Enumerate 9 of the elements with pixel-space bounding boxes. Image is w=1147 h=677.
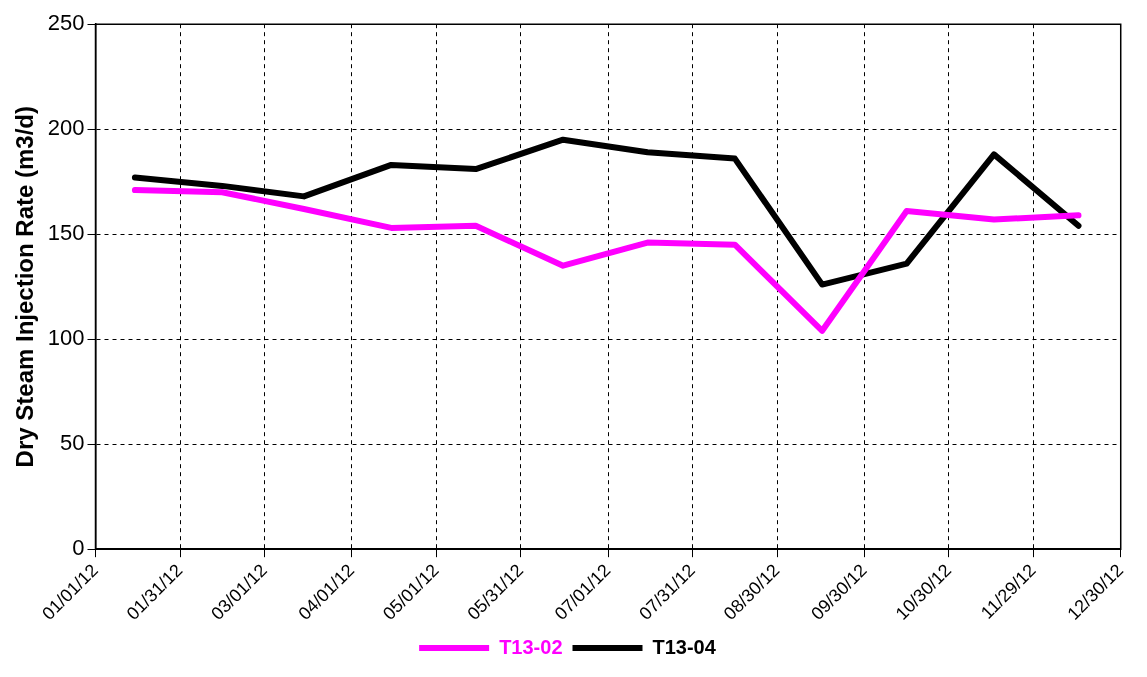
legend-label: T13-02	[499, 635, 563, 658]
y-tick-label: 0	[72, 535, 85, 561]
legend-label: T13-04	[652, 635, 717, 658]
y-tick-label: 200	[47, 115, 85, 141]
y-tick-label: 50	[60, 430, 85, 456]
y-axis-title: Dry Steam Injection Rate (m3/d)	[11, 105, 39, 468]
y-tick-label: 150	[47, 220, 85, 246]
y-tick-label: 250	[47, 10, 85, 36]
y-tick-label: 100	[47, 325, 85, 351]
